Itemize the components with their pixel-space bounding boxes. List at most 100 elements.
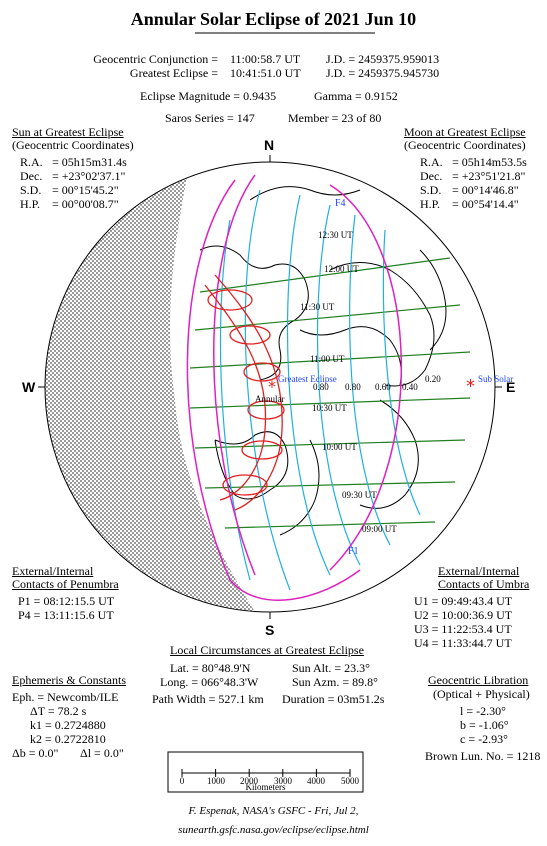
page-title: Annular Solar Eclipse of 2021 Jun 10	[130, 9, 417, 29]
penumbra-limits	[186, 174, 402, 601]
scale-tick-4000: 4000	[307, 776, 325, 786]
mag-080a-label: 0.80	[313, 382, 329, 392]
mag-080b-label: 0.80	[345, 382, 361, 392]
greatest-jd: J.D. = 2459375.945730	[326, 66, 440, 80]
mag-060-label: 0.60	[375, 382, 391, 392]
green-lines	[189, 257, 471, 529]
scale-unit: Kilometers	[245, 782, 286, 792]
annular-label: Annular	[255, 394, 285, 404]
scale-box	[167, 751, 364, 793]
moon-sd-value: = 00°14'46.8"	[452, 183, 519, 197]
ephemeris-delta-t: ΔT = 78.2 s	[30, 704, 87, 718]
f4-label: F4	[335, 198, 346, 209]
footer-url: sunearth.gsfc.nasa.gov/eclipse/eclipse.h…	[178, 824, 369, 836]
compass-east: E	[506, 379, 516, 395]
greatest-eclipse-marker: *	[268, 377, 276, 396]
sub-solar-label: Sub Solar	[478, 374, 514, 384]
local-path-width: Path Width = 527.1 km	[152, 692, 264, 706]
scale-tick-5000: 5000	[341, 776, 359, 786]
sun-dec-label: Dec.	[20, 169, 43, 183]
ephemeris-heading: Ephemeris & Constants	[12, 673, 126, 687]
sun-ra-label: R.A.	[20, 155, 43, 169]
mag-040-label: 0.40	[402, 382, 418, 392]
time-0930-label: 09:30 UT	[342, 490, 377, 500]
f1-label: F1	[348, 546, 359, 557]
moon-hp-label: H.P.	[420, 197, 441, 211]
p1-contact: P1 = 08:12:15.5 UT	[18, 594, 115, 608]
greatest-eclipse-label: Greatest Eclipse	[278, 374, 337, 384]
mag-020-label: 0.20	[425, 374, 441, 384]
ephemeris-delta-l: Δl = 0.0"	[80, 746, 124, 760]
day-side	[170, 162, 495, 612]
scale-tick-2000: 2000	[240, 776, 258, 786]
ephemeris-delta-b: Δb = 0.0"	[12, 746, 59, 760]
eclipse-magnitude: Eclipse Magnitude = 0.9435	[140, 89, 277, 103]
sun-subheading: (Geocentric Coordinates)	[12, 138, 134, 152]
compass-north: N	[264, 137, 275, 153]
footer-credit: F. Espenak, NASA's GSFC - Fri, Jul 2,	[188, 805, 359, 817]
moon-dec-value: = +23°51'21.8"	[452, 169, 526, 183]
umbra-path	[204, 274, 285, 511]
time-1100-label: 11:00 UT	[310, 354, 345, 364]
penumbra-heading: External/Internal	[12, 564, 94, 578]
libration-l: l = -2.30°	[460, 704, 506, 718]
moon-hp-value: = 00°54'14.4"	[452, 197, 519, 211]
conjunction-time: 11:00:58.7 UT	[230, 52, 301, 66]
sun-sd-value: = 00°15'45.2"	[52, 183, 119, 197]
libration-heading: Geocentric Libration	[428, 673, 529, 687]
ephemeris-k2: k2 = 0.2722810	[30, 732, 106, 746]
sun-dec-value: = +23°02'37.1"	[52, 169, 126, 183]
u2-contact: U2 = 10:00:36.9 UT	[414, 608, 513, 622]
compass-south: S	[265, 622, 275, 638]
local-heading: Local Circumstances at Greatest Eclipse	[170, 643, 364, 657]
u4-contact: U4 = 11:33:44.7 UT	[414, 636, 512, 650]
saros-member: Member = 23 of 80	[288, 111, 382, 125]
local-lat: Lat. = 80°48.9'N	[170, 661, 251, 675]
libration-subheading: (Optical + Physical)	[433, 687, 530, 701]
moon-sd-label: S.D.	[420, 183, 442, 197]
moon-dec-label: Dec.	[420, 169, 443, 183]
conjunction-label: Geocentric Conjunction =	[93, 52, 218, 66]
gamma: Gamma = 0.9152	[314, 89, 398, 103]
scale-tick-1000: 1000	[207, 776, 225, 786]
ephemeris-eph: Eph. = Newcomb/ILE	[12, 690, 119, 704]
libration-c: c = -2.93°	[460, 732, 508, 746]
ephemeris-k1: k1 = 0.2724880	[30, 718, 106, 732]
moon-subheading: (Geocentric Coordinates)	[404, 138, 526, 152]
moon-ra-value: = 05h14m53.5s	[452, 155, 527, 169]
greatest-label: Greatest Eclipse =	[129, 66, 218, 80]
u1-contact: U1 = 09:49:43.4 UT	[414, 594, 513, 608]
local-sun-alt: Sun Alt. = 23.3°	[292, 661, 370, 675]
time-1130-label: 11:30 UT	[300, 302, 335, 312]
time-1200-label: 12:00 UT	[324, 264, 359, 274]
scale-tick-3000: 3000	[274, 776, 292, 786]
sun-ra-value: = 05h15m31.4s	[52, 155, 127, 169]
globe	[45, 162, 495, 612]
scale-ticks	[181, 769, 351, 777]
u3-contact: U3 = 11:22:53.4 UT	[414, 622, 512, 636]
umbra-heading: External/Internal	[438, 564, 520, 578]
sun-heading: Sun at Greatest Eclipse	[12, 125, 124, 139]
time-1230-label: 12:30 UT	[318, 230, 353, 240]
time-lines	[219, 189, 421, 591]
compass-west: W	[22, 379, 36, 395]
saros-series: Saros Series = 147	[165, 111, 255, 125]
greatest-time: 10:41:51.0 UT	[230, 66, 301, 80]
time-0900-label: 09:00 UT	[362, 524, 397, 534]
local-sun-azm: Sun Azm. = 89.8°	[292, 675, 378, 689]
scale-tick-0: 0	[179, 776, 185, 786]
libration-b: b = -1.06°	[460, 718, 509, 732]
penumbra-subheading: Contacts of Penumbra	[12, 577, 119, 591]
time-1030-label: 10:30 UT	[312, 403, 347, 413]
moon-ra-label: R.A.	[420, 155, 443, 169]
p4-contact: P4 = 13:11:15.6 UT	[18, 608, 114, 622]
umbra-subheading: Contacts of Umbra	[438, 577, 530, 591]
local-long: Long. = 066°48.3'W	[160, 675, 259, 689]
sun-hp-label: H.P.	[20, 197, 41, 211]
sun-hp-value: = 00°00'08.7"	[52, 197, 119, 211]
brown-lunation-number: Brown Lun. No. = 1218	[425, 749, 541, 763]
local-duration: Duration = 03m51.2s	[282, 692, 385, 706]
sun-sd-label: S.D.	[20, 183, 42, 197]
sub-solar-marker: *	[466, 376, 475, 397]
